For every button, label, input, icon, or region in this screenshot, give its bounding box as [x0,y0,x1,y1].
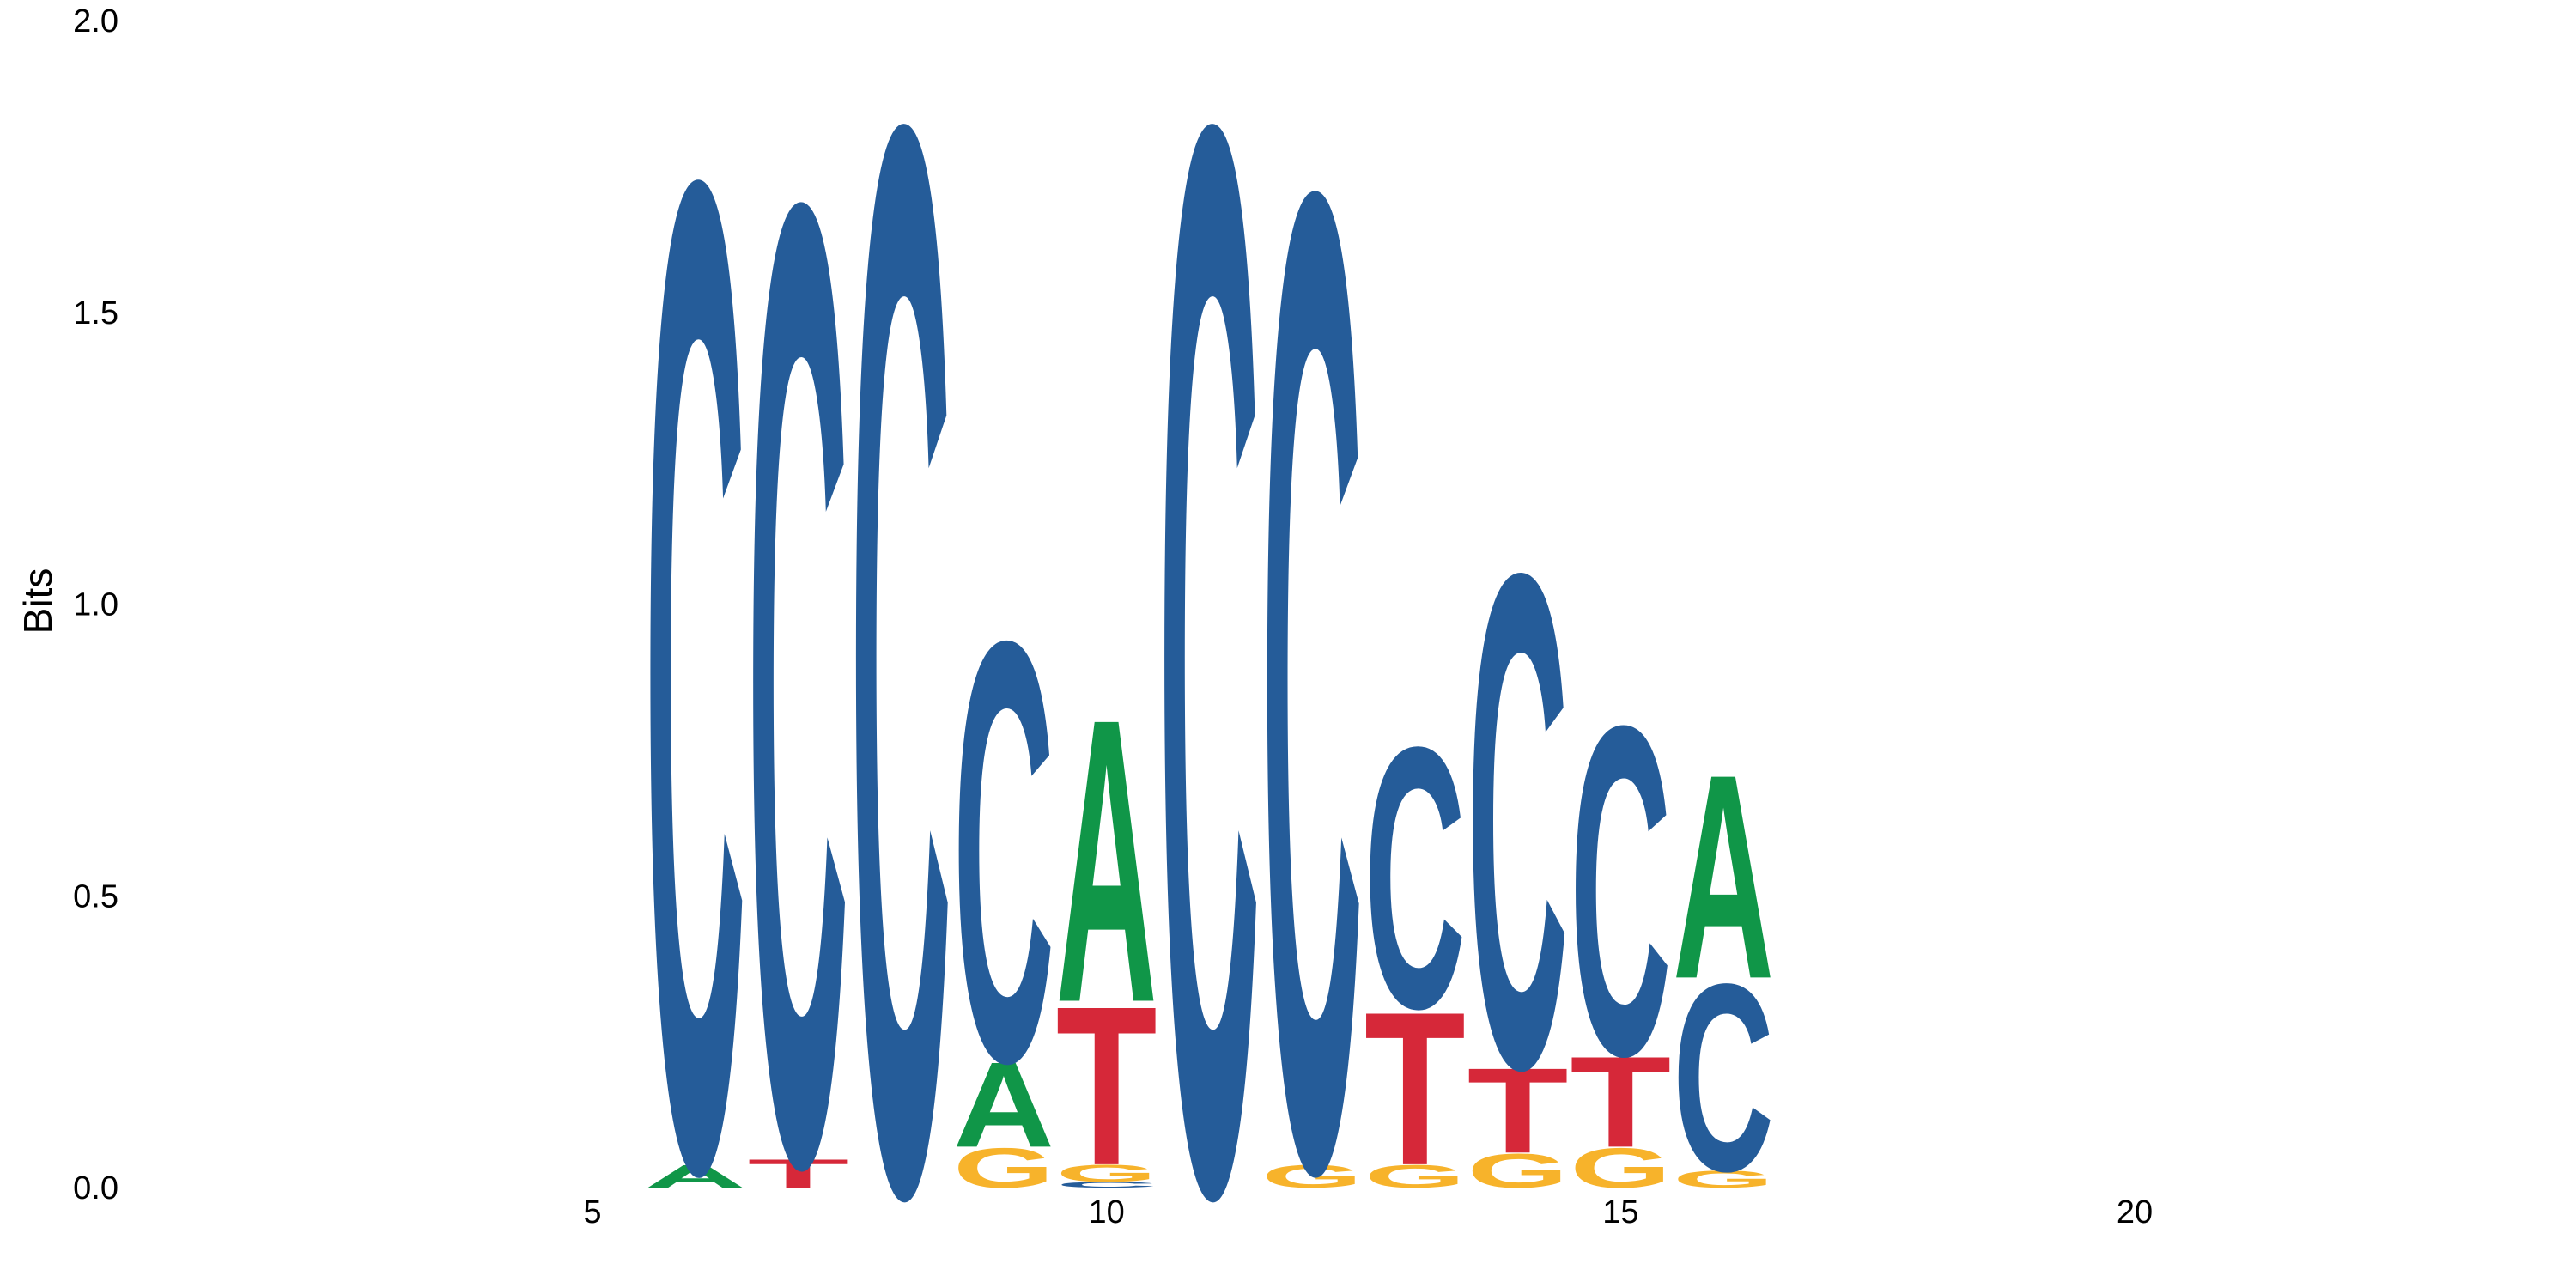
y-axis-ticks: 0.0 0.5 1.0 1.5 2.0 [73,3,118,1206]
x-tick-label: 20 [2117,1194,2153,1230]
logo-letter-c: C [1467,428,1569,1215]
logo-letter-g: G [1261,1158,1363,1194]
logo-letter-a: A [1056,634,1157,1087]
logo-letter-t: T [1467,1042,1569,1178]
logo-letter-t: T [1570,1030,1671,1175]
logo-letter-g: G [1570,1136,1671,1200]
y-tick-label: 1.0 [73,587,118,623]
logo-letter-c: C [1158,0,1260,1288]
logo-letter-a: A [645,1158,746,1194]
logo-letter-a: A [1673,715,1774,1041]
logo-letter-c: C [953,518,1054,1187]
logo-letter-t: T [1364,966,1466,1211]
y-tick-label: 0.0 [73,1170,118,1206]
y-axis-title: Bits [15,568,60,635]
x-axis-ticks: 5 10 15 20 [583,1194,2153,1230]
y-tick-label: 2.0 [73,3,118,39]
logo-letter-g: G [953,1136,1054,1200]
logo-letter-t: T [747,1151,848,1196]
logo-letter-g: G [1056,1160,1157,1188]
logo-letter-a: A [953,1038,1054,1173]
logo-letter-t: T [1056,959,1157,1213]
logo-letter-c: C [1364,669,1466,1086]
x-tick-label: 5 [583,1194,601,1230]
logo-letter-c: C [1570,628,1671,1154]
logo-letter-c: C [850,0,951,1288]
x-tick-label: 10 [1089,1194,1125,1230]
logo-letter-g: G [1364,1158,1466,1194]
logo-letter-c: C [1261,0,1363,1288]
logo-letter-g: G [1673,1166,1774,1194]
logo-letter-c: C [1056,1180,1157,1189]
y-tick-label: 0.5 [73,878,118,914]
logo-letter-c: C [645,0,746,1288]
logo-letter-c: C [747,0,848,1288]
logo-letter-g: G [1467,1144,1569,1198]
x-tick-label: 15 [1602,1194,1638,1230]
logo-letter-c: C [1673,928,1774,1227]
y-tick-label: 1.5 [73,295,118,331]
